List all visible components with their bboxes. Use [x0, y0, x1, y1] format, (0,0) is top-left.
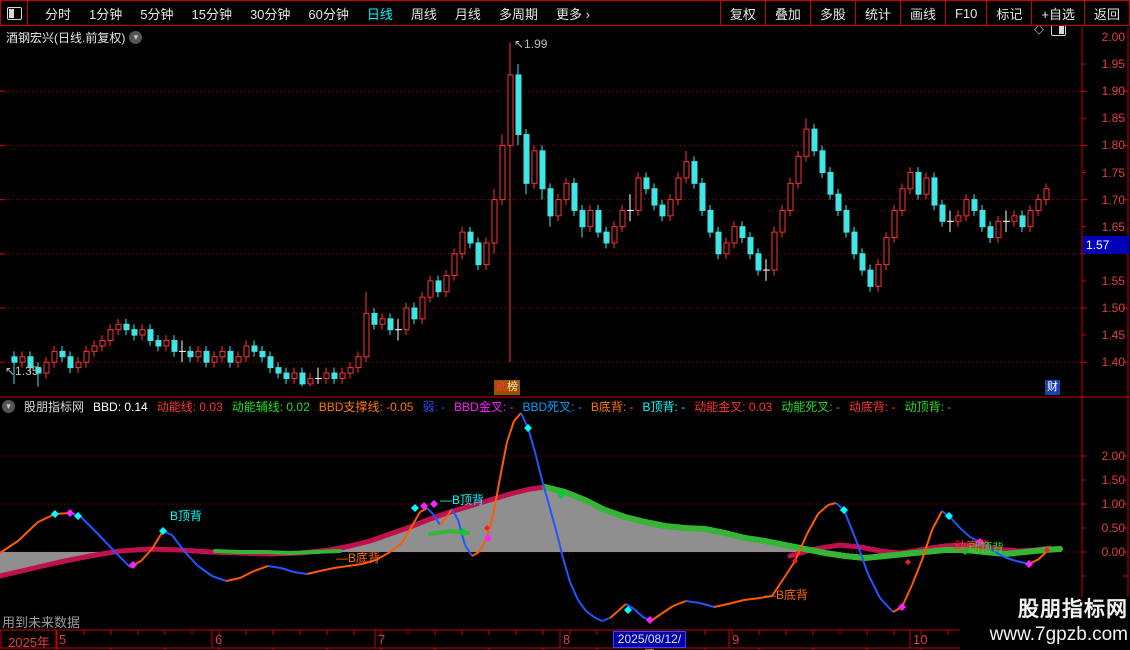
tab-60分钟[interactable]: 60分钟	[308, 6, 349, 22]
price-axis-label: 2.00	[1101, 30, 1125, 44]
toolbar-button-统计[interactable]: 统计	[854, 1, 900, 25]
indicator-axis-label: 2.00	[1101, 449, 1125, 463]
toolbar-button-返回[interactable]: 返回	[1083, 1, 1129, 25]
price-axis-label: 1.45	[1101, 328, 1125, 343]
divergence-label: 动顶背	[968, 541, 1005, 555]
tab-15分钟[interactable]: 15分钟	[191, 6, 232, 22]
price-axis-label: 1.40	[1101, 355, 1125, 370]
watermark-site-name: 股朋指标网	[1018, 598, 1128, 621]
tab-1分钟[interactable]: 1分钟	[89, 6, 123, 22]
layout-toggle-button[interactable]	[0, 1, 28, 25]
price-axis-label: 1.95	[1101, 57, 1125, 72]
low-price-label: ↖1.35	[5, 364, 39, 378]
legend-item: BBD金叉: -	[454, 400, 514, 414]
price-axis-label: 1.85	[1101, 111, 1125, 126]
toolbar-button-叠加[interactable]: 叠加	[764, 1, 810, 25]
indicator-legend: ▾ 股朋指标网 BBD: 0.14 动能线: 0.03 动能辅线: 0.02 BBD支撑…	[2, 399, 951, 414]
tab-周线[interactable]: 周线	[410, 6, 437, 22]
high-price-label: ↖1.99	[514, 37, 548, 51]
legend-item: 动底背: -	[848, 400, 896, 414]
legend-item: 动顶背: -	[904, 400, 952, 414]
legend-item: BBD死叉: -	[522, 400, 582, 414]
tab-分时[interactable]: 分时	[45, 6, 72, 22]
indicator-axis-label: 0.00	[1101, 545, 1125, 559]
legend-item: BBD支撑线: -0.05	[318, 400, 414, 414]
toolbar-button-F10[interactable]: F10	[944, 1, 986, 25]
date-axis-month: 7	[378, 632, 386, 647]
price-axis-label: 1.65	[1101, 219, 1125, 234]
indicator-axis-label: 1.00	[1101, 497, 1125, 511]
legend-item: B顶背: -	[642, 400, 686, 414]
hot-list-badge[interactable]: 刷榜	[494, 380, 520, 395]
date-axis-month: 5	[59, 632, 67, 647]
finance-badge[interactable]: 财	[1045, 380, 1060, 395]
legend-item: 动能金叉: 0.03	[694, 400, 773, 414]
date-axis-month: 6	[215, 632, 223, 647]
price-axis-label: 1.80	[1101, 138, 1125, 153]
toolbar-buttons: 复权 叠加 多股 统计 画线 F10 标记 +自选 返回	[719, 1, 1130, 25]
date-axis-month: 10	[913, 632, 928, 647]
price-axis-label: 1.90	[1101, 84, 1125, 99]
legend-item: BBD: 0.14	[93, 399, 148, 414]
stock-title: 酒钢宏兴(日线.前复权) ▾	[6, 29, 143, 46]
legend-item: 动能线: 0.03	[156, 400, 223, 414]
date-axis-month: 9	[732, 632, 740, 647]
split-screen-icon	[6, 6, 22, 20]
divergence-label: 动底背	[954, 539, 991, 553]
tab-多周期[interactable]: 多周期	[498, 6, 538, 22]
legend-item: 动能死叉: -	[781, 400, 840, 414]
price-axis-label: 1.75	[1101, 165, 1125, 180]
price-axis-label: 1.55	[1101, 273, 1125, 288]
period-tabs: 分时 1分钟 5分钟 15分钟 30分钟 60分钟 日线 周线 月线 多周期 更多 ›	[28, 1, 599, 25]
toolbar-button-复权[interactable]: 复权	[719, 1, 765, 25]
divergence-label: B顶背	[170, 509, 203, 523]
chevron-down-icon[interactable]: ▾	[129, 31, 143, 44]
tab-30分钟[interactable]: 30分钟	[249, 6, 291, 22]
divergence-label: —B底背	[336, 551, 381, 565]
toolbar-button-画线[interactable]: 画线	[899, 1, 945, 25]
tab-5分钟[interactable]: 5分钟	[140, 6, 174, 22]
hot-badge-char1: 刷	[496, 381, 507, 393]
watermark: 股朋指标网 www.7gpzb.com	[960, 597, 1130, 650]
legend-item: 弱: -	[422, 400, 446, 414]
legend-chevron-icon[interactable]: ▾	[2, 400, 15, 413]
legend-item: 动能辅线: 0.02	[231, 400, 310, 414]
date-axis-month: 8	[563, 632, 571, 647]
divergence-label: —B顶背	[440, 493, 485, 507]
toolbar-button-标记[interactable]: 标记	[986, 1, 1031, 25]
divergence-label: —B底背	[764, 588, 809, 602]
price-axis-label: 1.70	[1101, 192, 1125, 207]
future-data-note: 用到未来数据	[2, 615, 81, 630]
tab-月线[interactable]: 月线	[454, 6, 481, 22]
tab-更多 ›[interactable]: 更多 ›	[555, 6, 590, 22]
toolbar-button-多股[interactable]: 多股	[809, 1, 855, 25]
tab-日线[interactable]: 日线	[366, 6, 393, 22]
indicator-axis-label: 0.50	[1101, 521, 1125, 535]
hot-badge-char2: 榜	[507, 381, 518, 393]
price-axis-label: 1.50	[1101, 301, 1125, 315]
diamond-icon[interactable]: ◇	[1034, 21, 1044, 36]
legend-item: B底背: -	[590, 400, 634, 414]
top-toolbar: 分时 1分钟 5分钟 15分钟 30分钟 60分钟 日线 周线 月线 多周期 更多 › 复权 叠加 多股…	[0, 0, 1130, 26]
watermark-url: www.7gpzb.com	[989, 624, 1128, 645]
last-price-tag: 1.57	[1083, 236, 1129, 254]
toolbar-button-+自选[interactable]: +自选	[1031, 1, 1084, 25]
legend-item: 股朋指标网	[24, 400, 85, 414]
stock-title-text: 酒钢宏兴(日线.前复权)	[6, 31, 126, 45]
date-axis-year: 2025年	[8, 635, 50, 650]
selected-date-box[interactable]: 2025/08/12/二	[613, 631, 686, 650]
indicator-axis-label: 1.50	[1101, 473, 1125, 487]
